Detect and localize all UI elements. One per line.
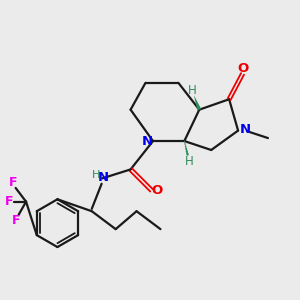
Text: F: F bbox=[4, 195, 13, 208]
Polygon shape bbox=[194, 95, 201, 110]
Text: O: O bbox=[151, 184, 163, 197]
Text: O: O bbox=[238, 62, 249, 75]
Text: F: F bbox=[9, 176, 18, 189]
Text: N: N bbox=[98, 171, 109, 184]
Text: F: F bbox=[12, 214, 21, 227]
Text: N: N bbox=[240, 124, 251, 136]
Text: H: H bbox=[188, 84, 197, 97]
Text: H: H bbox=[92, 170, 100, 180]
Text: H: H bbox=[185, 155, 194, 168]
Text: N: N bbox=[142, 134, 153, 148]
